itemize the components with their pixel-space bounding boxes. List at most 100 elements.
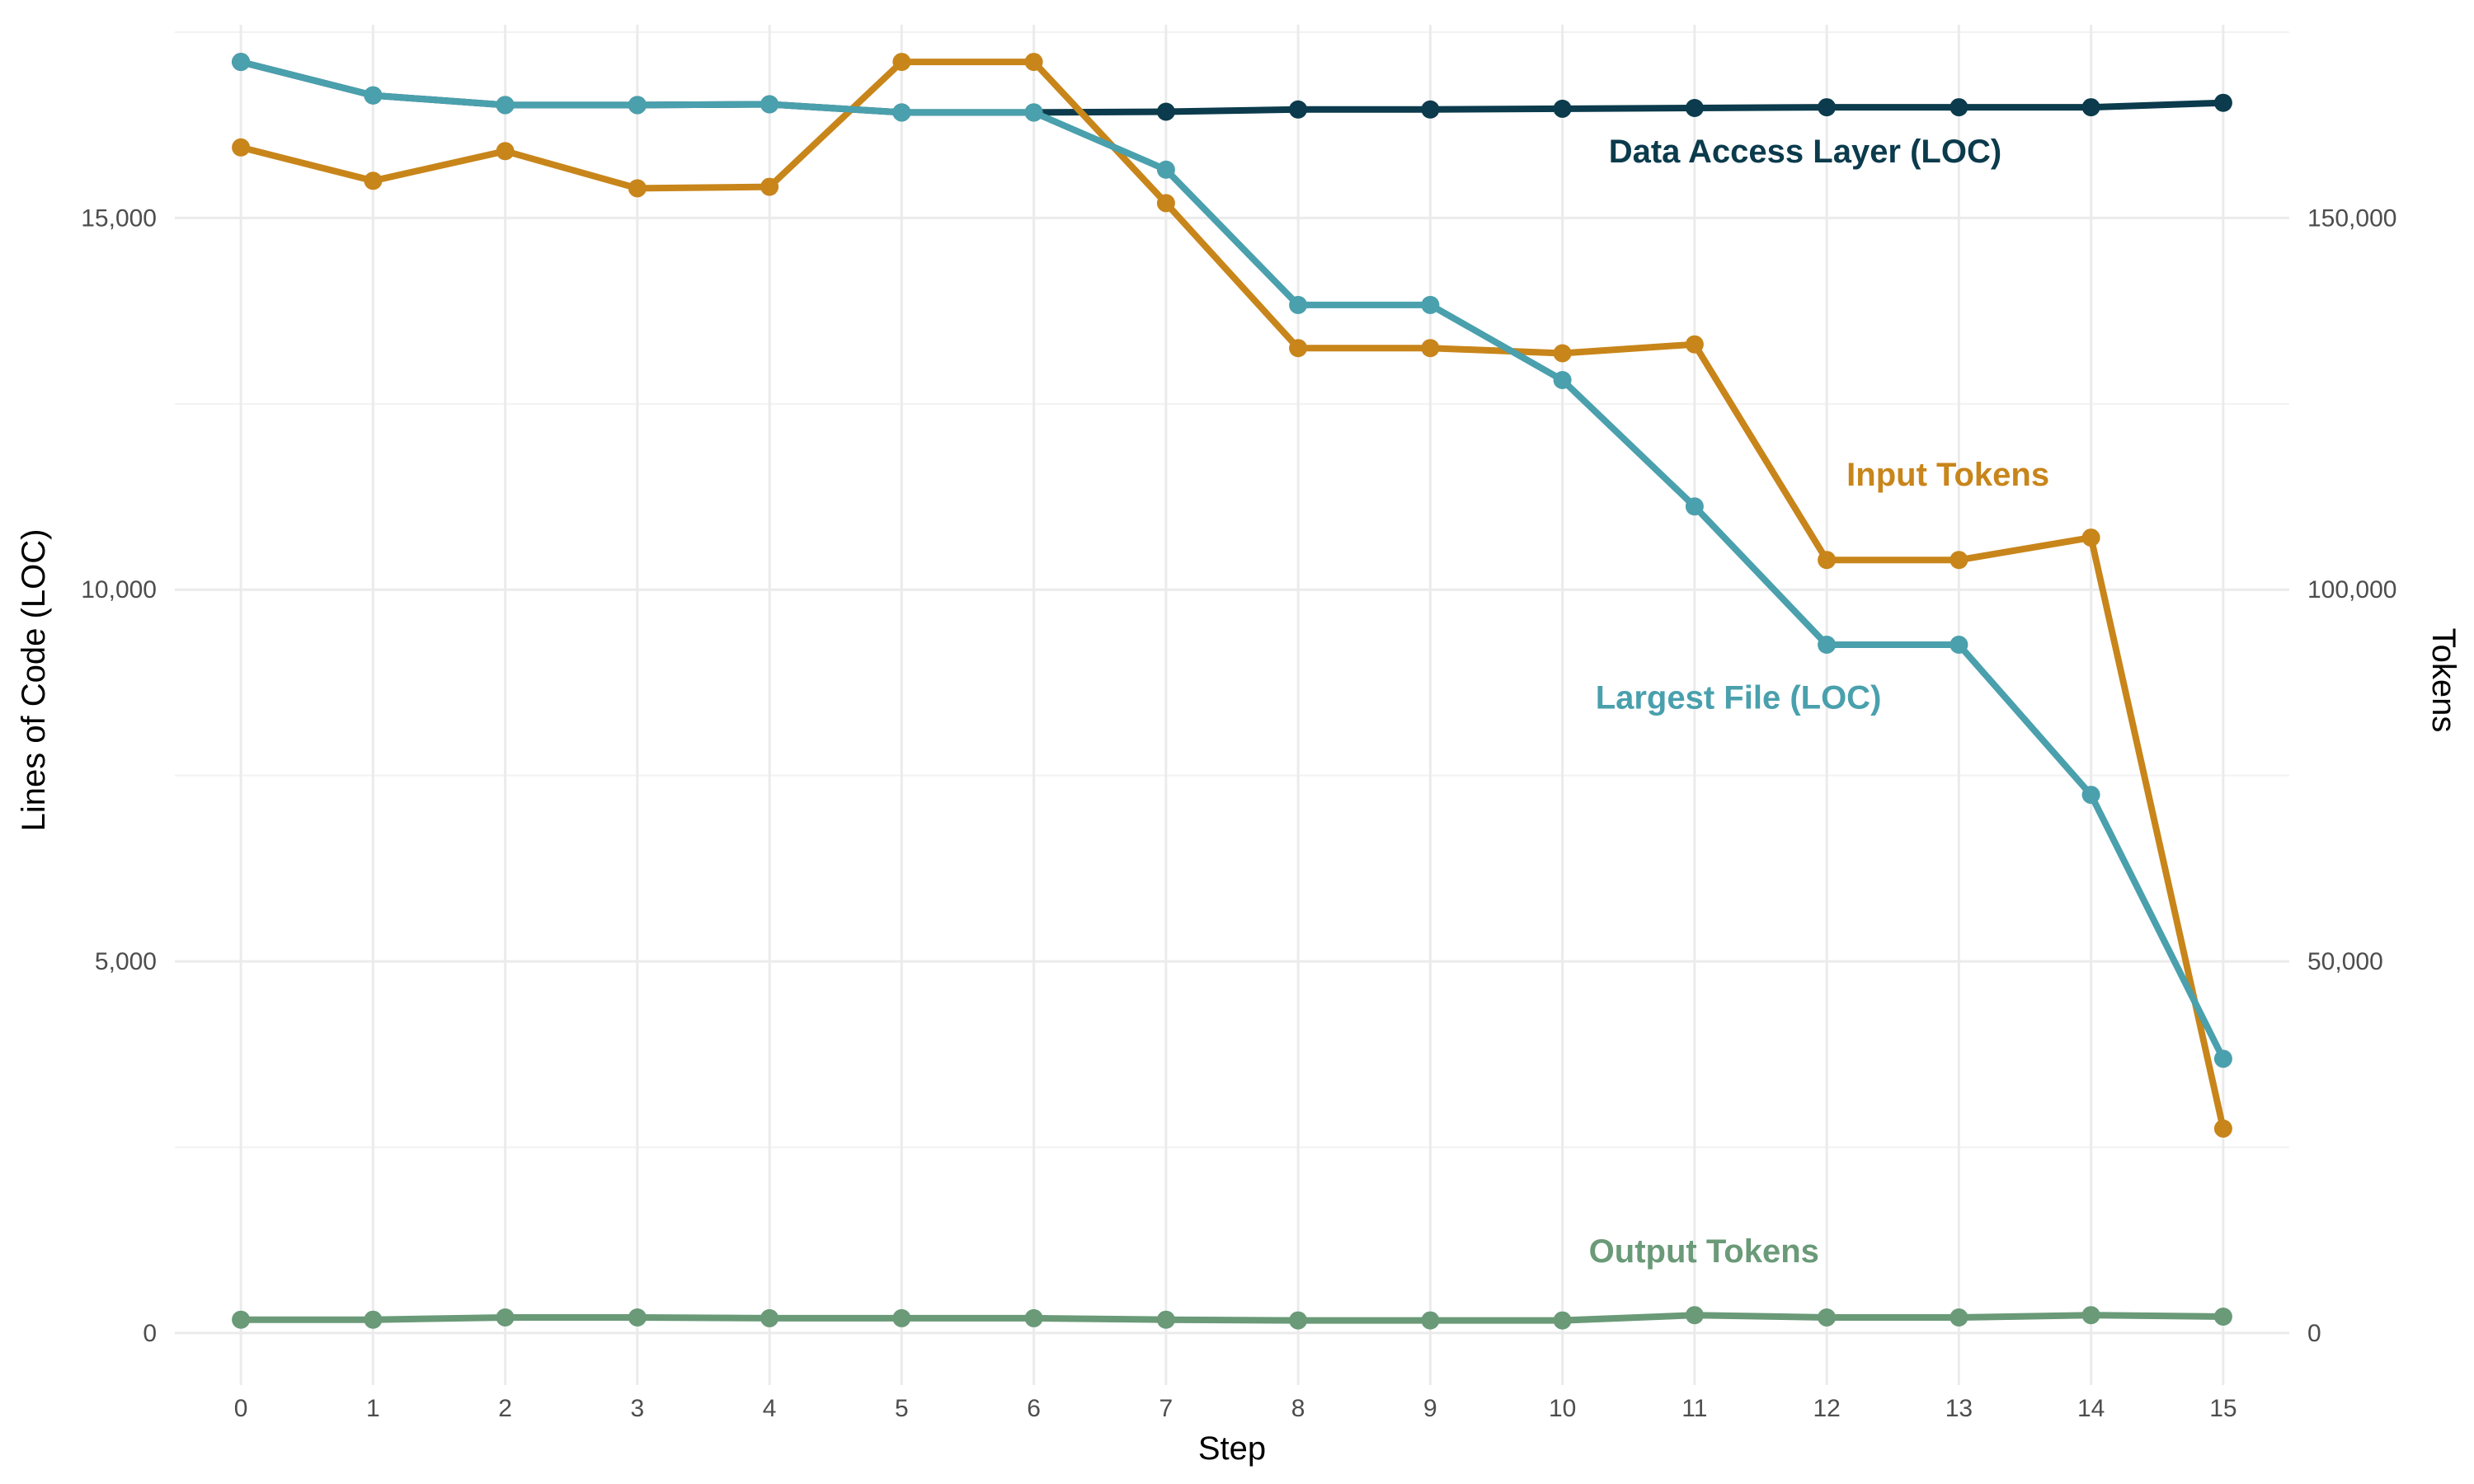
- data-point: [760, 177, 779, 196]
- tick-labels: 0 5,000 10,000 15,000 0 50,000 100,000 150,000 0…: [81, 204, 2396, 1422]
- data-point: [1024, 103, 1043, 122]
- data-point: [364, 1310, 383, 1329]
- data-point: [1421, 100, 1440, 119]
- data-point: [1685, 99, 1704, 117]
- x-tick-label: 9: [1423, 1395, 1437, 1422]
- x-tick-label: 5: [895, 1395, 909, 1422]
- data-point: [496, 96, 515, 115]
- data-point: [1685, 1306, 1704, 1325]
- x-tick-label: 15: [2209, 1395, 2236, 1422]
- y-tick-label-left: 5,000: [95, 948, 157, 975]
- data-point: [1553, 1311, 1572, 1330]
- data-point: [1553, 371, 1572, 389]
- data-point: [628, 96, 647, 115]
- data-point: [628, 1308, 647, 1327]
- data-point: [1950, 98, 1968, 117]
- data-point: [1156, 194, 1175, 213]
- data-point: [496, 142, 515, 161]
- y-tick-label-left: 0: [143, 1320, 157, 1347]
- y-tick-label-right: 100,000: [2307, 576, 2396, 603]
- data-point: [892, 1308, 911, 1327]
- data-point: [2081, 528, 2100, 547]
- series-4: [232, 1306, 2232, 1330]
- x-tick-label: 13: [1945, 1395, 1973, 1422]
- data-point: [1289, 1311, 1308, 1330]
- x-tick-label: 10: [1549, 1395, 1576, 1422]
- data-point: [1818, 551, 1837, 570]
- x-tick-label: 1: [366, 1395, 380, 1422]
- data-point: [1950, 636, 1968, 654]
- data-point: [1818, 1308, 1837, 1327]
- data-point: [496, 1308, 515, 1327]
- data-point: [1421, 1311, 1440, 1330]
- series-label: Largest File (LOC): [1596, 680, 1882, 716]
- x-tick-label: 14: [2077, 1395, 2105, 1422]
- data-point: [1289, 339, 1308, 358]
- data-point: [232, 138, 251, 157]
- y-axis-title-right: Tokens: [2425, 628, 2462, 733]
- series-label: Data Access Layer (LOC): [1609, 134, 2001, 170]
- y-tick-label-left: 15,000: [81, 204, 157, 232]
- series-label: Input Tokens: [1846, 457, 2049, 493]
- data-point: [1024, 1308, 1043, 1327]
- series-line: [238, 1312, 2227, 1324]
- data-point: [2213, 1050, 2232, 1068]
- data-point: [1289, 295, 1308, 314]
- data-point: [2213, 93, 2232, 112]
- data-point: [1685, 335, 1704, 354]
- series-layer: [232, 53, 2232, 1330]
- x-tick-label: 11: [1681, 1395, 1707, 1422]
- data-point: [1421, 339, 1440, 358]
- series-3: [232, 53, 2232, 1068]
- data-point: [364, 86, 383, 105]
- x-tick-label: 6: [1027, 1395, 1041, 1422]
- x-tick-label: 2: [498, 1395, 512, 1422]
- series-line: [238, 59, 2227, 1063]
- data-point: [2081, 786, 2100, 805]
- data-point: [232, 1310, 251, 1329]
- data-point: [1156, 1310, 1175, 1329]
- series-label: Output Tokens: [1589, 1233, 1819, 1270]
- x-tick-label: 3: [631, 1395, 645, 1422]
- data-point: [1156, 102, 1175, 121]
- data-point: [892, 53, 911, 72]
- y-tick-label-right: 150,000: [2307, 204, 2396, 232]
- x-tick-label: 0: [234, 1395, 248, 1422]
- data-point: [1553, 99, 1572, 118]
- data-point: [2081, 98, 2100, 117]
- series-labels: Data Access Layer (LOC) Input Tokens Large…: [1589, 134, 2049, 1270]
- data-point: [1818, 98, 1837, 117]
- data-point: [1289, 100, 1308, 119]
- data-point: [1156, 160, 1175, 179]
- data-point: [1553, 344, 1572, 363]
- data-point: [1950, 551, 1968, 570]
- y-tick-label-right: 0: [2307, 1320, 2321, 1347]
- data-point: [892, 103, 911, 122]
- data-point: [364, 171, 383, 190]
- data-point: [1421, 295, 1440, 314]
- data-point: [760, 1308, 779, 1327]
- data-point: [1818, 636, 1837, 654]
- data-point: [232, 53, 251, 72]
- y-tick-label-right: 50,000: [2307, 948, 2383, 975]
- x-axis-title: Step: [1198, 1430, 1266, 1467]
- x-tick-label: 12: [1813, 1395, 1840, 1422]
- series-2: [232, 53, 2232, 1138]
- data-point: [2213, 1308, 2232, 1326]
- series-line: [238, 59, 2227, 1132]
- x-tick-label: 7: [1159, 1395, 1174, 1422]
- x-tick-label: 4: [763, 1395, 777, 1422]
- data-point: [1950, 1308, 1968, 1327]
- data-point: [628, 179, 647, 198]
- data-point: [760, 95, 779, 114]
- data-point: [1685, 497, 1704, 516]
- y-axis-title-left: Lines of Code (LOC): [16, 529, 52, 832]
- data-point: [2213, 1119, 2232, 1138]
- data-point: [2081, 1306, 2100, 1325]
- grid: [175, 25, 2289, 1385]
- x-tick-label: 8: [1291, 1395, 1305, 1422]
- y-tick-label-left: 10,000: [81, 576, 157, 603]
- data-point: [1024, 53, 1043, 72]
